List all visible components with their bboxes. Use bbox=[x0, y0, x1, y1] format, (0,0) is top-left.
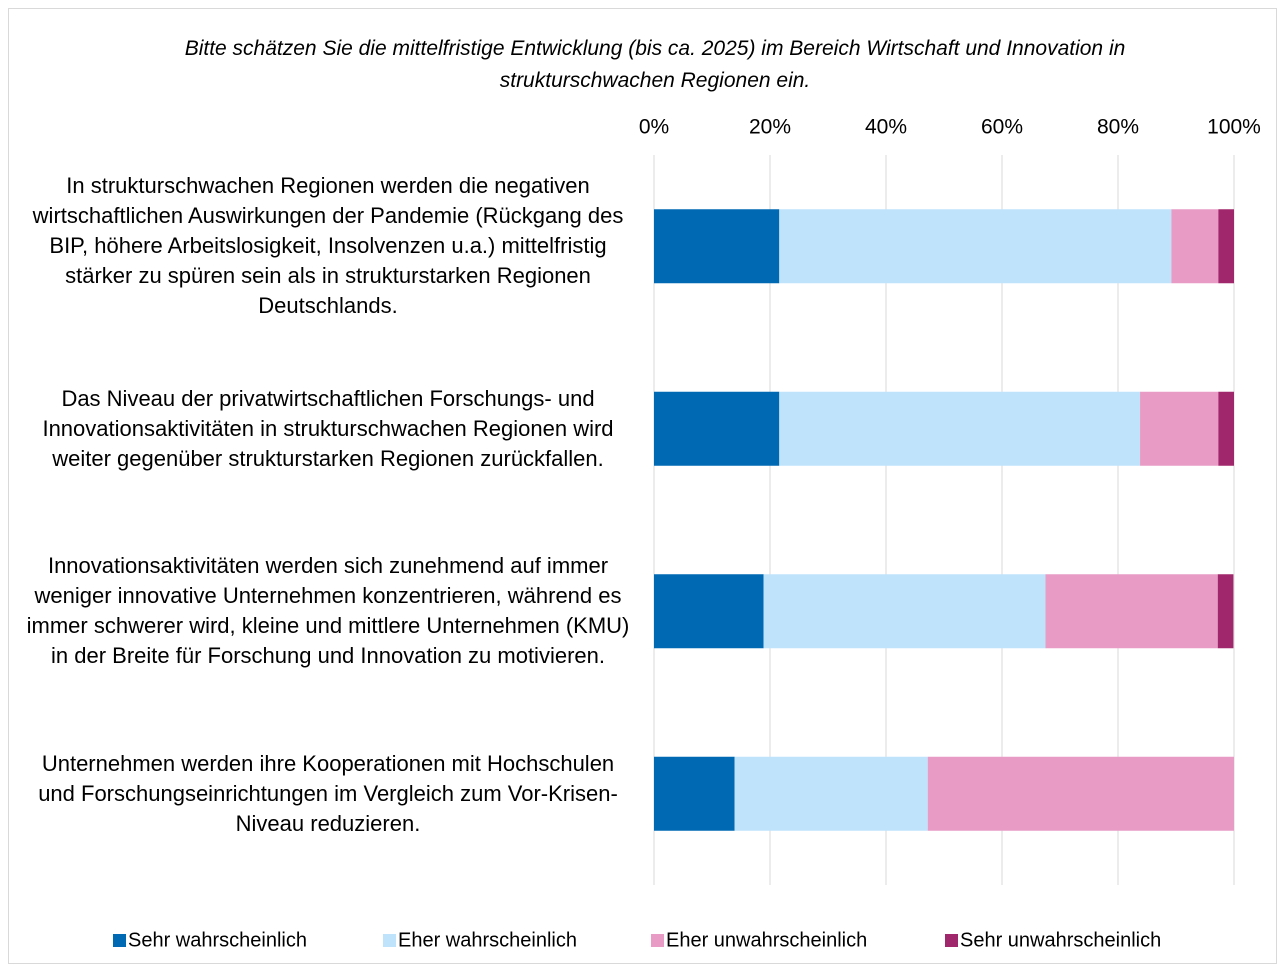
legend-swatch bbox=[383, 934, 396, 947]
bar-segment bbox=[779, 391, 1141, 466]
legend-label: Sehr unwahrscheinlich bbox=[960, 929, 1161, 951]
bar-segment bbox=[1218, 391, 1234, 466]
bar-segment bbox=[1171, 209, 1219, 284]
bar-segment bbox=[734, 756, 928, 831]
bar-segment bbox=[1140, 391, 1219, 466]
bar-segment bbox=[654, 756, 735, 831]
x-tick-label: 20% bbox=[749, 116, 791, 139]
bar-segment bbox=[654, 209, 780, 284]
chart-title: Bitte schätzen Sie die mittelfristige En… bbox=[184, 37, 1126, 92]
x-tick-label: 80% bbox=[1097, 116, 1139, 139]
legend-swatch bbox=[113, 934, 126, 947]
bar-segment bbox=[763, 574, 1046, 649]
category-label: In strukturschwachen Regionen werden die… bbox=[32, 173, 624, 319]
bar-segment bbox=[779, 209, 1172, 284]
bar-segment bbox=[927, 756, 1234, 831]
category-label: Innovationsaktivitäten werden sich zuneh… bbox=[26, 553, 630, 669]
category-label: Das Niveau der privatwirtschaftlichen Fo… bbox=[42, 385, 614, 471]
x-tick-label: 60% bbox=[981, 116, 1023, 139]
legend-swatch bbox=[945, 934, 958, 947]
bar-segment bbox=[1217, 574, 1234, 649]
legend-label: Eher wahrscheinlich bbox=[398, 929, 577, 951]
bar-segment bbox=[654, 391, 780, 466]
legend-label: Eher unwahrscheinlich bbox=[666, 929, 867, 951]
bar-segment bbox=[654, 574, 764, 649]
x-tick-label: 40% bbox=[865, 116, 907, 139]
legend-swatch bbox=[651, 934, 664, 947]
category-label: Unternehmen werden ihre Kooperationen mi… bbox=[38, 750, 618, 836]
bar-segment bbox=[1045, 574, 1218, 649]
x-tick-label: 100% bbox=[1207, 116, 1261, 139]
legend-label: Sehr wahrscheinlich bbox=[128, 929, 307, 951]
x-tick-label: 0% bbox=[639, 116, 669, 139]
bar-segment bbox=[1218, 209, 1234, 284]
